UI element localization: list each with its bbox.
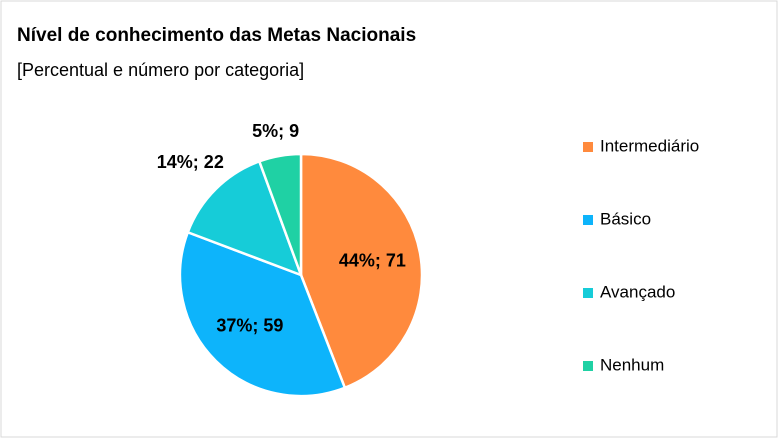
data-label: 14%; 22	[157, 152, 224, 172]
data-label: 5%; 9	[252, 121, 299, 141]
pie-slice	[299, 152, 424, 390]
pie-slice	[257, 152, 303, 276]
data-label: 37%; 59	[216, 315, 283, 335]
legend-label: Nenhum	[600, 355, 664, 374]
chart-subtitle: [Percentual e número por categoria]	[17, 60, 304, 80]
legend-label: Básico	[600, 209, 651, 228]
data-label: 44%; 71	[339, 250, 406, 270]
legend-label: Intermediário	[600, 136, 699, 155]
pie-slice	[186, 159, 304, 278]
chart-title: Nível de conhecimento das Metas Nacionai…	[17, 25, 416, 46]
pie-slice	[178, 230, 347, 398]
legend-swatch	[583, 288, 593, 298]
legend-swatch	[583, 142, 593, 152]
legend-label: Avançado	[600, 282, 675, 301]
legend-swatch	[583, 215, 593, 225]
legend-swatch	[583, 361, 593, 371]
